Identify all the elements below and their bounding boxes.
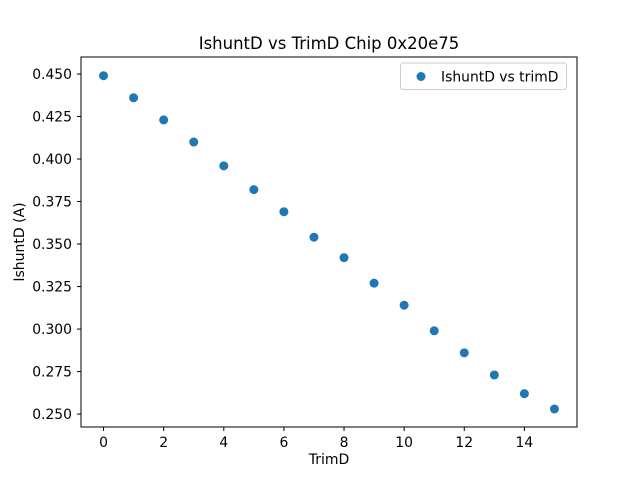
scatter-point [489, 370, 499, 380]
legend: IshuntD vs trimD [400, 62, 567, 90]
scatter-point [429, 326, 439, 336]
y-tick-label: 0.300 [32, 322, 72, 338]
y-tick-label: 0.400 [32, 152, 72, 168]
scatter-point [399, 300, 409, 310]
y-tick-label: 0.450 [32, 67, 72, 83]
scatter-point [189, 137, 199, 147]
scatter-point [219, 161, 229, 171]
scatter-point [369, 278, 379, 288]
x-tick-label: 10 [395, 435, 413, 451]
scatter-point [159, 115, 169, 125]
scatter-point [339, 253, 349, 263]
x-tick-label: 12 [455, 435, 473, 451]
x-tick-label: 2 [159, 435, 168, 451]
scatter-point [519, 389, 529, 399]
chart-title: IshuntD vs TrimD Chip 0x20e75 [199, 34, 460, 53]
scatter-series [99, 71, 559, 414]
scatter-point [249, 185, 259, 195]
scatter-point [279, 207, 289, 217]
axes-frame [80, 56, 578, 428]
legend-marker-icon [416, 72, 426, 81]
scatter-point [99, 71, 109, 81]
x-axis-label: TrimD [308, 452, 350, 468]
y-tick-label: 0.425 [32, 110, 72, 126]
scatter-point [129, 93, 139, 103]
legend-frame [400, 62, 567, 90]
plot-area [81, 57, 577, 427]
scatter-point [549, 404, 559, 414]
legend-label: IshuntD vs trimD [441, 70, 558, 86]
x-tick-label: 0 [99, 435, 108, 451]
y-tick-label: 0.325 [32, 280, 72, 296]
x-tick-label: 4 [219, 435, 228, 451]
scatter-point [309, 232, 319, 242]
scatter-point [459, 348, 469, 358]
y-tick-label: 0.350 [32, 237, 72, 253]
y-tick-label: 0.375 [32, 195, 72, 211]
x-tick-label: 14 [516, 435, 534, 451]
y-axis-ticks: 0.250 0.275 0.300 0.325 0.350 0.375 0.400 0.425… [32, 67, 81, 423]
x-tick-label: 6 [279, 435, 288, 451]
x-tick-label: 8 [340, 435, 349, 451]
y-tick-label: 0.250 [32, 407, 72, 423]
y-tick-label: 0.275 [32, 365, 72, 381]
y-axis-label: IshuntD (A) [12, 202, 28, 281]
x-axis-ticks: 0 2 4 6 8 10 12 14 [99, 427, 533, 451]
